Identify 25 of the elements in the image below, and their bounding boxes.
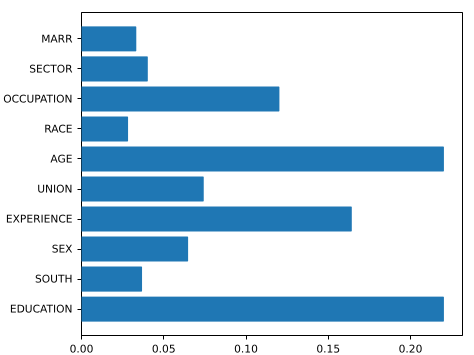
y-tick-label: MARR xyxy=(41,32,74,46)
bar xyxy=(82,296,444,322)
x-tick-label: 0.05 xyxy=(152,342,176,355)
y-tick-label: AGE xyxy=(50,152,73,166)
y-tick-label: OCCUPATION xyxy=(3,92,73,106)
bar xyxy=(82,26,136,52)
bar xyxy=(82,236,188,262)
bar xyxy=(82,176,204,202)
bar xyxy=(82,56,148,82)
bar xyxy=(82,86,280,112)
y-tick-label: SOUTH xyxy=(35,272,73,286)
y-tick-label: UNION xyxy=(37,182,73,196)
y-tick-label: EXPERIENCE xyxy=(6,212,73,226)
y-tick-label: EDUCATION xyxy=(10,302,73,316)
bar xyxy=(82,116,128,142)
bar xyxy=(82,146,444,172)
bar xyxy=(82,266,142,292)
y-tick-label: RACE xyxy=(44,122,73,136)
x-tick-label: 0.00 xyxy=(70,342,94,355)
x-tick-label: 0.15 xyxy=(316,342,340,355)
bar xyxy=(82,206,352,232)
y-tick-label: SECTOR xyxy=(29,62,74,76)
x-tick-label: 0.20 xyxy=(398,342,423,355)
x-tick-label: 0.10 xyxy=(234,342,258,355)
y-tick-label: SEX xyxy=(52,242,73,256)
